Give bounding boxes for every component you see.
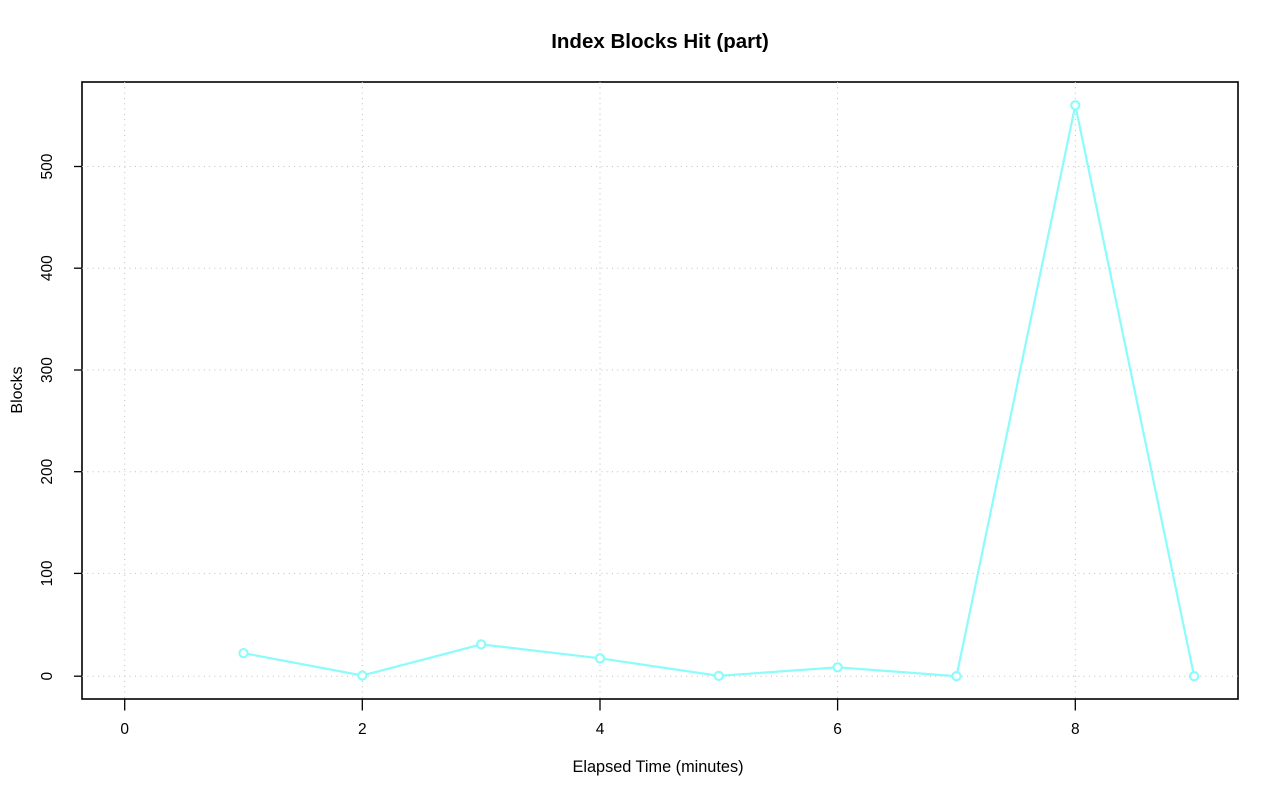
svg-text:Index Blocks Hit (part): Index Blocks Hit (part) bbox=[551, 30, 769, 53]
svg-text:Elapsed Time (minutes): Elapsed Time (minutes) bbox=[572, 758, 743, 776]
svg-text:500: 500 bbox=[39, 153, 56, 179]
svg-text:100: 100 bbox=[39, 560, 56, 586]
svg-text:8: 8 bbox=[1071, 721, 1080, 738]
svg-text:400: 400 bbox=[39, 255, 56, 281]
svg-text:6: 6 bbox=[833, 721, 842, 738]
svg-text:Blocks: Blocks bbox=[9, 366, 26, 413]
svg-text:0: 0 bbox=[39, 672, 56, 681]
svg-text:300: 300 bbox=[39, 357, 56, 383]
svg-text:200: 200 bbox=[39, 458, 56, 484]
svg-text:2: 2 bbox=[358, 721, 367, 738]
svg-text:4: 4 bbox=[596, 721, 605, 738]
svg-text:0: 0 bbox=[120, 721, 129, 738]
